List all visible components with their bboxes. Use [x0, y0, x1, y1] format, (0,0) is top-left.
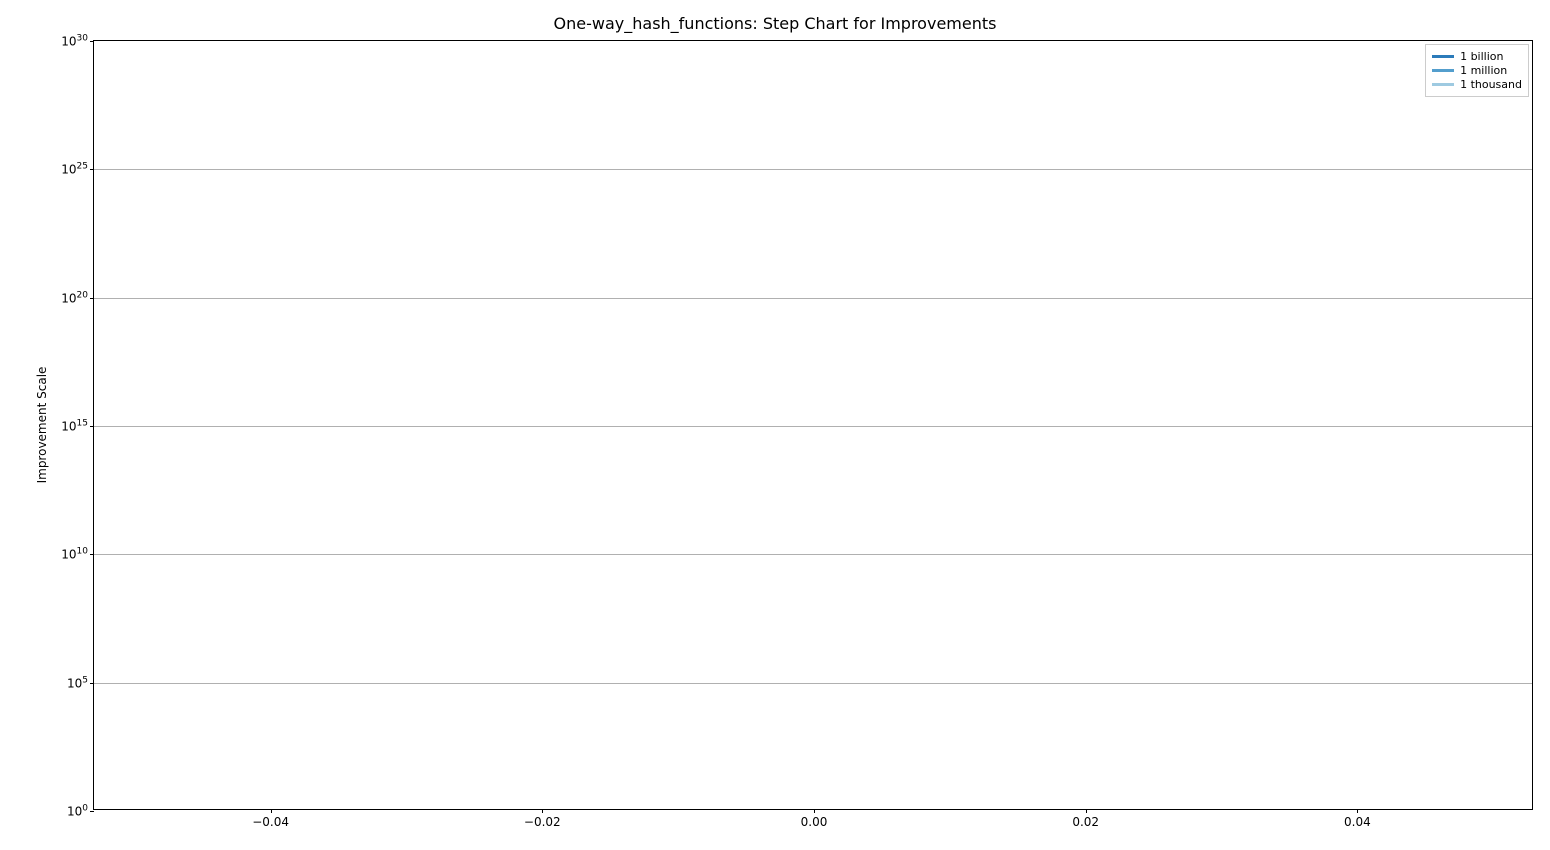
chart-title: One-way_hash_functions: Step Chart for I… — [10, 14, 1540, 33]
y-tick-label: 1010 — [61, 547, 88, 562]
x-tick-label: 0.00 — [801, 815, 828, 829]
y-tick-label: 1030 — [61, 34, 88, 49]
y-tick-label: 1015 — [61, 419, 88, 434]
y-tick-label: 1025 — [61, 162, 88, 177]
y-tick-mark — [90, 811, 94, 812]
series-layer — [94, 41, 1534, 811]
x-tick-label: −0.02 — [524, 815, 561, 829]
x-tick-label: −0.04 — [252, 815, 289, 829]
x-tick-label: 0.02 — [1072, 815, 1099, 829]
y-tick-label: 105 — [67, 675, 88, 690]
y-tick-label: 100 — [67, 804, 88, 819]
chart-container: One-way_hash_functions: Step Chart for I… — [10, 10, 1540, 840]
x-tick-label: 0.04 — [1344, 815, 1371, 829]
plot-area: 1 billion1 million1 thousand 10010510101… — [93, 40, 1533, 810]
y-tick-label: 1020 — [61, 290, 88, 305]
y-axis-label: Improvement Scale — [35, 367, 49, 484]
